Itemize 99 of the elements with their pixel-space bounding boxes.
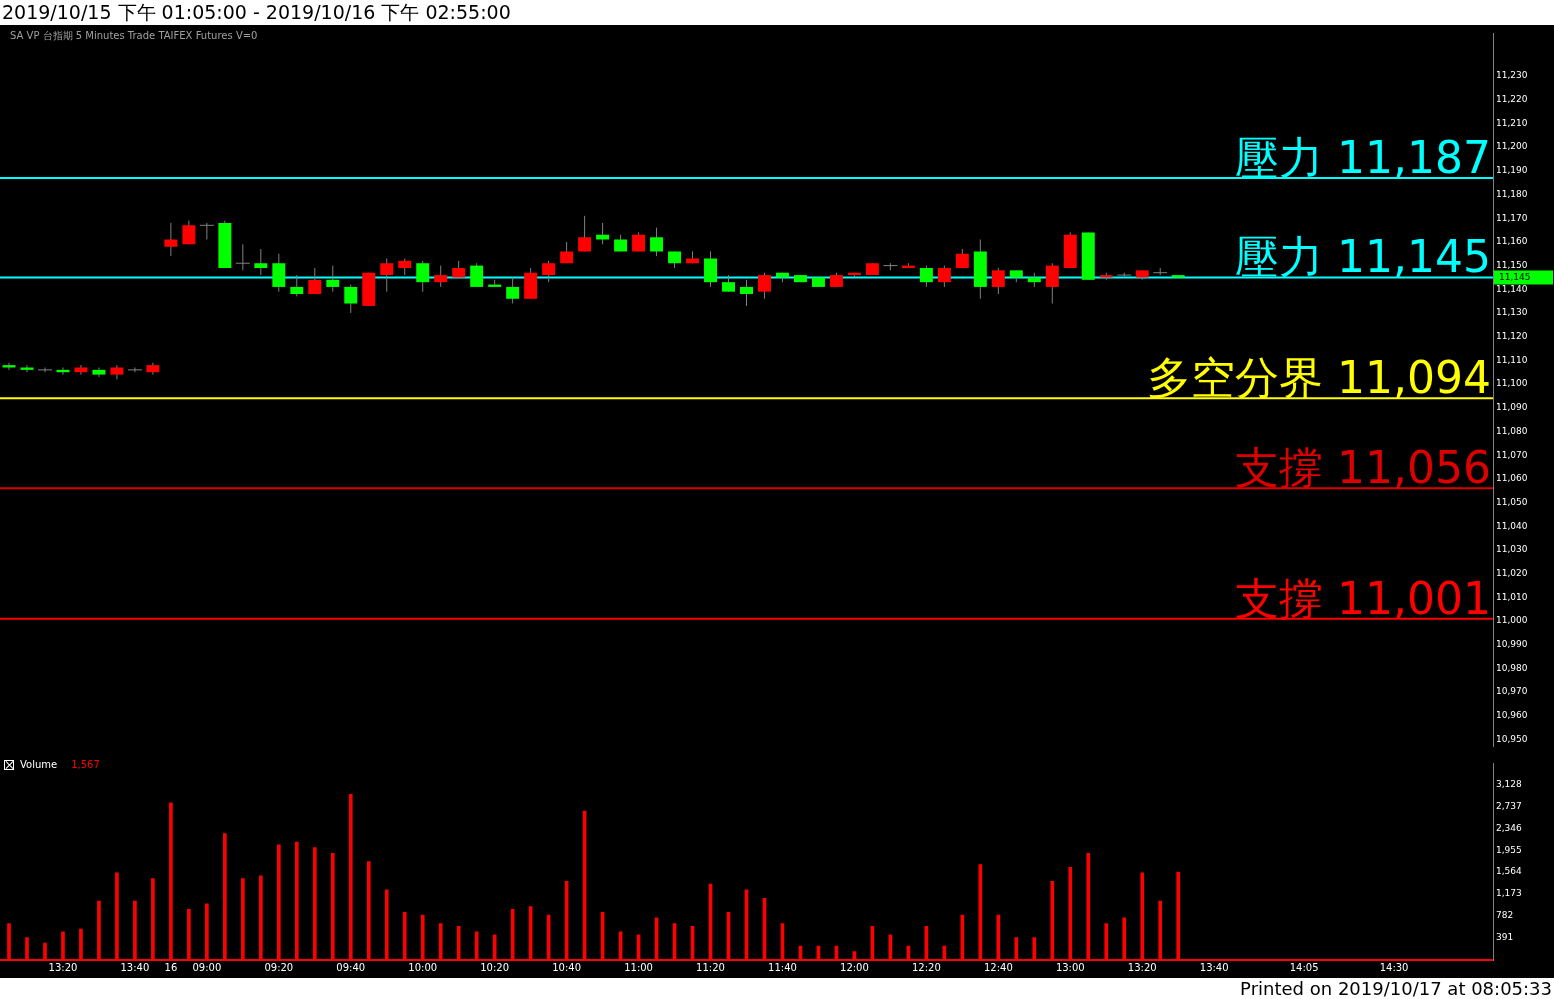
text: Printed on 2019/10/17 at 08:05:33 <box>0 978 1554 999</box>
x-tick-label: 11:40 <box>768 961 797 973</box>
x-tick-label: 11:00 <box>624 961 653 973</box>
y-tick-label: 11,080 <box>1496 425 1528 436</box>
ref-line-label: 壓力 11,145 <box>1235 231 1491 283</box>
x-tick-label: 10:40 <box>552 961 582 973</box>
candlestick <box>578 215 592 252</box>
candlestick <box>127 366 143 373</box>
ref-line-label: 多空分界 11,094 <box>1147 352 1491 404</box>
y-tick-label: 11,180 <box>1496 188 1528 199</box>
y-tick-label: 1,955 <box>1496 844 1522 855</box>
candlestick <box>344 284 358 314</box>
y-tick-label: 11,160 <box>1496 236 1528 247</box>
y-tick-label: 11,050 <box>1496 496 1528 507</box>
candlestick <box>937 265 951 288</box>
y-tick-label: 11,060 <box>1496 473 1528 484</box>
candlestick <box>290 274 304 297</box>
ref-line-label: 壓力 11,187 <box>1235 131 1491 183</box>
candlestick <box>74 364 88 376</box>
candlestick <box>416 260 430 293</box>
candlestick <box>740 279 753 307</box>
candlestick <box>542 260 556 283</box>
candlestick <box>37 366 53 373</box>
x-tick-label: 11:20 <box>696 961 725 973</box>
y-tick-label: 1,564 <box>1496 866 1523 877</box>
candlestick <box>991 267 1005 295</box>
x-tick-label: 12:20 <box>911 961 941 973</box>
candlestick <box>380 258 394 293</box>
candlestick <box>650 227 664 257</box>
y-tick-label: 11,020 <box>1496 567 1528 578</box>
candlestick <box>506 276 520 305</box>
y-tick-label: 11,070 <box>1496 449 1528 460</box>
y-tick-label: 11,230 <box>1496 70 1528 81</box>
y-tick-label: 11,110 <box>1496 354 1528 365</box>
x-tick-label: 12:00 <box>840 961 869 973</box>
y-tick-label: 11,170 <box>1496 212 1528 223</box>
candlestick <box>758 272 771 300</box>
candlestick <box>235 243 251 271</box>
y-tick-label: 11,220 <box>1496 94 1528 105</box>
y-tick-label: 391 <box>1496 932 1514 943</box>
candlestick <box>20 364 34 373</box>
x-tick-label: 09:00 <box>192 961 222 973</box>
text: Volume <box>20 759 58 770</box>
y-tick-label: 11,090 <box>1496 402 1528 413</box>
candlestick <box>919 265 933 288</box>
x-tick-label: 13:20 <box>1127 961 1157 973</box>
y-tick-label: 10,990 <box>1496 639 1528 650</box>
candlestick <box>704 250 717 288</box>
x-tick-label: 13:20 <box>48 961 78 973</box>
y-tick-label: 11,130 <box>1496 307 1528 318</box>
ref-line-label: 支撐 11,001 <box>1235 572 1491 624</box>
y-tick-label: 11,190 <box>1496 165 1528 176</box>
x-tick-label: 13:00 <box>1055 961 1085 973</box>
y-tick-label: 2,346 <box>1496 822 1523 833</box>
y-tick-label: 11,040 <box>1496 520 1528 531</box>
candlestick <box>470 262 484 288</box>
y-tick-label: 10,970 <box>1496 686 1528 697</box>
candlestick <box>92 366 106 378</box>
chart-title: 2019/10/15 下午 01:05:00 - 2019/10/16 下午 02:55:00 <box>2 1 511 23</box>
x-tick-label: 10:20 <box>480 961 510 973</box>
y-tick-label: 11,210 <box>1496 117 1528 128</box>
y-tick-label: 11,000 <box>1496 615 1528 626</box>
x-tick-label: 14:30 <box>1379 961 1409 973</box>
x-tick-label: 13:40 <box>120 961 150 973</box>
y-tick-label: 782 <box>1496 910 1514 921</box>
x-tick-label: 16 <box>164 961 178 973</box>
y-tick-label: 10,960 <box>1496 710 1528 721</box>
x-tick-label: 09:20 <box>264 961 294 973</box>
candlestick <box>1045 262 1059 305</box>
chart-subtitle: SA VP 台指期 5 Minutes Trade TAIFEX Futures V=0 <box>10 29 258 43</box>
y-tick-label: 11,030 <box>1496 544 1528 555</box>
y-tick-label: 11,100 <box>1496 378 1528 389</box>
y-tick-label: 11,010 <box>1496 591 1528 602</box>
y-tick-label: 3,128 <box>1496 778 1523 789</box>
candlestick <box>272 253 286 293</box>
candlestick <box>164 222 178 257</box>
ref-line-label: 支撐 11,056 <box>1235 442 1491 494</box>
x-tick-label: 12:40 <box>983 961 1013 973</box>
candlestick <box>326 265 340 293</box>
y-tick-label: 10,950 <box>1496 733 1528 744</box>
annotation: 1,567 <box>71 759 100 770</box>
candlestick <box>254 248 268 276</box>
y-tick-label: 1,173 <box>1496 888 1522 899</box>
candlestick <box>308 267 322 295</box>
y-tick-label: 11,140 <box>1496 283 1528 294</box>
candlestick <box>596 222 610 245</box>
candlestick <box>955 248 969 269</box>
x-tick-label: 14:05 <box>1289 961 1319 973</box>
y-tick-label: 11,200 <box>1496 141 1528 152</box>
x-tick-label: 09:40 <box>336 961 366 973</box>
x-tick-label: 13:40 <box>1199 961 1229 973</box>
y-tick-label: 11,120 <box>1496 331 1528 342</box>
y-tick-label: 11,150 <box>1496 259 1528 270</box>
x-tick-label: 10:00 <box>408 961 438 973</box>
candlestick <box>434 265 448 288</box>
y-tick-label: 2,737 <box>1496 800 1522 811</box>
candlestick <box>199 222 215 241</box>
y-tick-label: 10,980 <box>1496 662 1528 673</box>
text: 11,145 <box>1499 271 1531 282</box>
